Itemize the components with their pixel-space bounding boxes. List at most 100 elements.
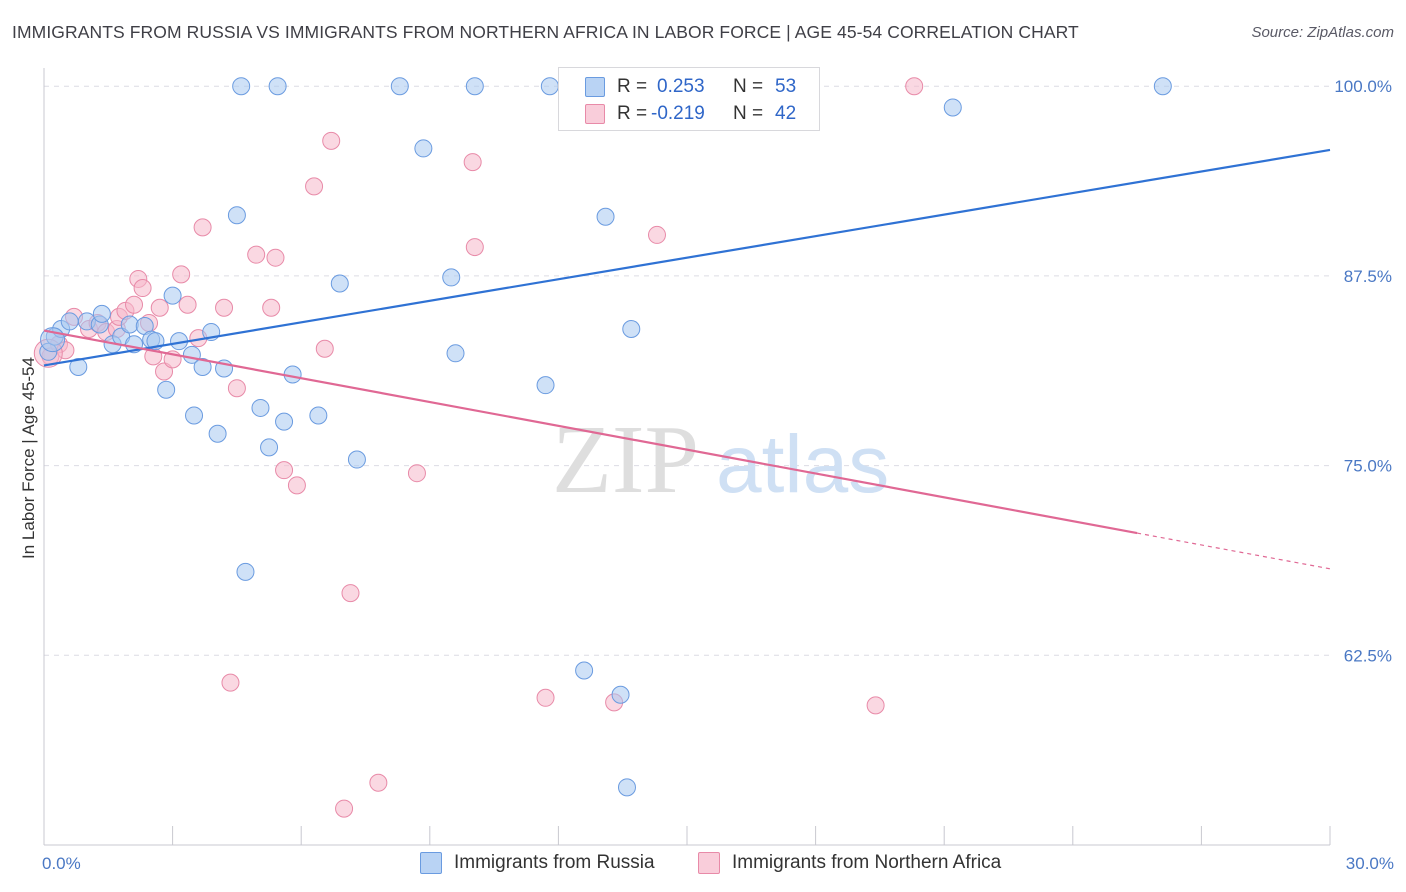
russia-point [208, 424, 227, 443]
russia-point [163, 286, 182, 305]
russia-point [540, 77, 559, 96]
russia-point [347, 450, 366, 469]
russia-point [442, 268, 461, 287]
russia-point [185, 406, 204, 425]
russia-point [943, 98, 962, 117]
russia-point [236, 562, 255, 581]
africa-r-value: -0.219 [651, 103, 705, 124]
watermark-zip: ZIP [552, 406, 699, 514]
russia-point [414, 139, 433, 158]
russia-point [60, 312, 79, 331]
russia-n-value: 53 [775, 76, 797, 97]
series-russia-points [39, 77, 1172, 797]
watermark: ZIP atlas [552, 406, 889, 514]
russia-point [268, 77, 287, 96]
africa-point [275, 461, 294, 480]
russia-point [260, 438, 279, 457]
russia-point [232, 77, 251, 96]
russia-point [275, 412, 294, 431]
africa-point [247, 245, 266, 264]
russia-point [596, 207, 615, 226]
russia-point [330, 274, 349, 293]
africa-point [905, 77, 924, 96]
stats-legend: R = 0.253 N = 53 R = -0.219 N = 42 [558, 67, 820, 131]
axes [43, 68, 1331, 846]
y-tick-label: 100.0% [1334, 77, 1392, 96]
watermark-atlas: atlas [716, 419, 889, 510]
africa-point [866, 696, 885, 715]
trend-lines [43, 148, 1331, 570]
y-tick-label: 75.0% [1344, 457, 1392, 476]
chart-title: IMMIGRANTS FROM RUSSIA VS IMMIGRANTS FRO… [12, 22, 1079, 42]
africa-point [335, 799, 354, 818]
legend-row-russia: R = 0.253 N = 53 [559, 74, 796, 100]
africa-point [369, 773, 388, 792]
x-tick-labels: 0.0% 30.0% [42, 854, 1394, 873]
russia-point [536, 376, 555, 395]
y-tick-label: 62.5% [1344, 646, 1392, 665]
y-tick-labels: 100.0% 87.5% 75.0% 62.5% [1334, 77, 1392, 665]
source-credit: Source: ZipAtlas.com [1251, 24, 1394, 41]
russia-point [446, 344, 465, 363]
russia-point [465, 77, 484, 96]
russia-point [157, 380, 176, 399]
africa-n-label: N = [733, 103, 764, 124]
bottom-russia-swatch [420, 852, 442, 874]
russia-point [617, 778, 636, 797]
russia-point [622, 320, 641, 339]
russia-point [390, 77, 409, 96]
africa-point [315, 339, 334, 358]
africa-point [465, 238, 484, 257]
bottom-africa-swatch [698, 852, 720, 874]
russia-point [251, 398, 270, 417]
russia-point [611, 685, 630, 704]
africa-point [305, 177, 324, 196]
russia-n-label: N = [733, 76, 764, 97]
russia-point [227, 206, 246, 225]
russia-point [92, 304, 111, 323]
africa-point [536, 688, 555, 707]
russia-trend-line [43, 148, 1331, 367]
russia-r-label: R = [617, 76, 648, 97]
africa-point [193, 218, 212, 237]
bottom-africa-label: Immigrants from Northern Africa [732, 852, 1002, 873]
africa-point [227, 379, 246, 398]
russia-point [193, 357, 212, 376]
africa-swatch [585, 104, 605, 124]
africa-point [133, 279, 152, 298]
africa-trend-line-extension [1136, 532, 1331, 570]
africa-point [266, 248, 285, 267]
africa-point [647, 225, 666, 244]
russia-swatch [585, 77, 605, 97]
russia-point [120, 315, 139, 334]
africa-point [407, 464, 426, 483]
x-tick-label: 30.0% [1346, 854, 1394, 873]
africa-point [221, 673, 240, 692]
africa-point [215, 298, 234, 317]
africa-point [178, 295, 197, 314]
russia-r-value: 0.253 [657, 76, 705, 97]
africa-point [125, 295, 144, 314]
russia-point [309, 406, 328, 425]
africa-point [463, 153, 482, 172]
russia-point [1153, 77, 1172, 96]
russia-point [575, 661, 594, 680]
africa-point [262, 298, 281, 317]
africa-point [172, 265, 191, 284]
y-axis-label: In Labor Force | Age 45-54 [19, 357, 38, 559]
y-tick-label: 87.5% [1344, 267, 1392, 286]
bottom-russia-label: Immigrants from Russia [454, 852, 655, 873]
russia-point [69, 357, 88, 376]
africa-r-label: R = [617, 103, 648, 124]
africa-trend-line [43, 329, 1138, 535]
africa-point [150, 298, 169, 317]
africa-point [322, 131, 341, 150]
bottom-legend-russia: Immigrants from Russia [420, 852, 655, 874]
africa-point [287, 476, 306, 495]
africa-point [341, 584, 360, 603]
africa-n-value: 42 [775, 103, 797, 124]
legend-row-africa: R = -0.219 N = 42 [559, 101, 796, 127]
x-tick-label: 0.0% [42, 854, 81, 873]
bottom-legend-africa: Immigrants from Northern Africa [698, 852, 1001, 874]
